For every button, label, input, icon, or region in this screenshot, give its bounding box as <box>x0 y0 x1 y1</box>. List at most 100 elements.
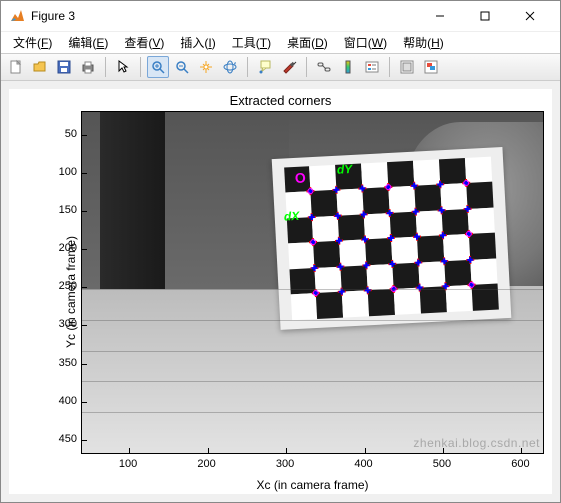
y-tick <box>82 364 87 365</box>
pointer-button[interactable] <box>112 56 134 78</box>
y-tick-label: 350 <box>53 357 77 369</box>
x-tick-label: 600 <box>511 458 529 470</box>
zoom-in-button[interactable] <box>147 56 169 78</box>
x-axis-label: Xc (in camera frame) <box>81 478 544 492</box>
corner-marker-x <box>412 208 418 214</box>
axes-inner: OdYdX <box>81 111 544 454</box>
menu-h[interactable]: 帮助(H) <box>395 32 452 53</box>
corner-marker-circle <box>465 231 471 237</box>
y-tick-label: 50 <box>53 128 77 140</box>
corner-marker-x <box>363 262 369 268</box>
maximize-button[interactable] <box>462 1 507 31</box>
floor-line <box>82 381 543 382</box>
pan-button[interactable] <box>195 56 217 78</box>
figure-area: Extracted corners Yc (in camera frame) X… <box>1 81 560 502</box>
watermark: zhenkai.blog.csdn.net <box>413 436 540 450</box>
matlab-icon <box>9 8 25 24</box>
corner-marker-x <box>333 187 339 193</box>
close-button[interactable] <box>507 1 552 31</box>
menu-v[interactable]: 查看(V) <box>116 32 172 53</box>
menu-e[interactable]: 编辑(E) <box>60 32 116 53</box>
floor-line <box>82 320 543 321</box>
corner-marker-x <box>359 185 365 191</box>
corner-marker-x <box>467 256 473 262</box>
y-tick-label: 450 <box>53 433 77 445</box>
corner-marker-x <box>337 263 343 269</box>
corner-marker-circle <box>310 239 316 245</box>
corner-marker-circle <box>385 184 391 190</box>
y-tick <box>82 211 87 212</box>
corner-marker-x <box>441 258 447 264</box>
corner-marker-x <box>360 211 366 217</box>
rotate3d-button[interactable] <box>219 56 241 78</box>
corner-marker-x <box>386 209 392 215</box>
insert-axes-button[interactable] <box>396 56 418 78</box>
colorbar-button[interactable] <box>337 56 359 78</box>
y-tick-label: 300 <box>53 318 77 330</box>
legend-button[interactable] <box>361 56 383 78</box>
save-button[interactable] <box>53 56 75 78</box>
brush-button[interactable] <box>278 56 300 78</box>
dx-label: dX <box>283 209 299 224</box>
corner-marker-circle <box>313 290 319 296</box>
y-tick <box>82 173 87 174</box>
y-tick <box>82 249 87 250</box>
corner-marker-x <box>414 234 420 240</box>
corner-marker-x <box>439 232 445 238</box>
toolbar-separator <box>306 57 307 77</box>
corner-marker-x <box>464 205 470 211</box>
corner-marker-x <box>309 214 315 220</box>
corner-marker-x <box>411 183 417 189</box>
toolbar-separator <box>389 57 390 77</box>
window-controls <box>417 1 552 31</box>
x-tick-label: 500 <box>433 458 451 470</box>
y-tick-label: 400 <box>53 395 77 407</box>
corner-marker-x <box>388 235 394 241</box>
open-button[interactable] <box>29 56 51 78</box>
floor-line <box>82 412 543 413</box>
x-tick-label: 100 <box>119 458 137 470</box>
zoom-out-button[interactable] <box>171 56 193 78</box>
toolbar-separator <box>247 57 248 77</box>
x-tick <box>286 448 287 453</box>
toolbar-separator <box>105 57 106 77</box>
x-tick <box>129 448 130 453</box>
link-button[interactable] <box>313 56 335 78</box>
corner-marker-circle <box>307 188 313 194</box>
insert-annotation-button[interactable] <box>420 56 442 78</box>
new-button[interactable] <box>5 56 27 78</box>
x-tick <box>208 448 209 453</box>
corner-marker-x <box>311 265 317 271</box>
menu-w[interactable]: 窗口(W) <box>336 32 395 53</box>
corner-marker-x <box>335 212 341 218</box>
corner-marker-x <box>437 181 443 187</box>
x-tick <box>365 448 366 453</box>
menu-f[interactable]: 文件(F) <box>5 32 60 53</box>
corner-marker-x <box>438 207 444 213</box>
y-tick <box>82 440 87 441</box>
floor-line <box>82 289 543 290</box>
door-region <box>100 112 165 300</box>
y-tick-label: 150 <box>53 204 77 216</box>
menu-d[interactable]: 桌面(D) <box>279 32 336 53</box>
figure-window: Figure 3 文件(F)编辑(E)查看(V)插入(I)工具(T)桌面(D)窗… <box>0 0 561 503</box>
y-tick <box>82 402 87 403</box>
titlebar: Figure 3 <box>1 1 560 31</box>
menu-i[interactable]: 插入(I) <box>172 32 223 53</box>
y-tick <box>82 287 87 288</box>
y-tick-label: 250 <box>53 280 77 292</box>
calibration-board: OdYdX <box>271 147 510 329</box>
corner-marker-circle <box>463 180 469 186</box>
origin-label: O <box>294 170 306 187</box>
menubar: 文件(F)编辑(E)查看(V)插入(I)工具(T)桌面(D)窗口(W)帮助(H) <box>1 31 560 53</box>
titlebar-left: Figure 3 <box>9 8 75 24</box>
datatip-button[interactable] <box>254 56 276 78</box>
corner-marker-x <box>415 259 421 265</box>
minimize-button[interactable] <box>417 1 462 31</box>
menu-t[interactable]: 工具(T) <box>224 32 279 53</box>
x-tick-label: 300 <box>276 458 294 470</box>
corner-marker-circle <box>468 282 474 288</box>
print-button[interactable] <box>77 56 99 78</box>
x-tick-label: 200 <box>197 458 215 470</box>
axes[interactable]: OdYdX <box>81 111 544 454</box>
